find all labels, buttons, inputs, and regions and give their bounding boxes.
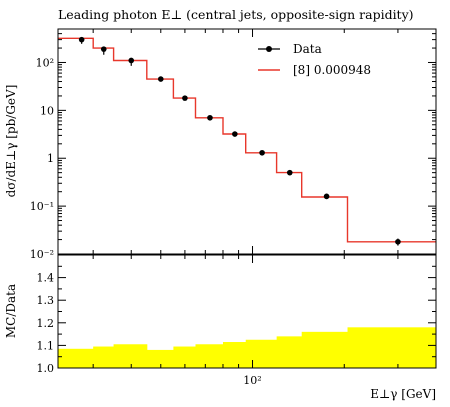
data-marker (182, 95, 188, 101)
main-y-axis-label: dσ/dE⊥γ [pb/GeV] (4, 85, 18, 198)
y-tick-label: 10² (36, 56, 54, 69)
data-point (182, 95, 188, 101)
main-axes: 10⁻² 10⁻¹ 1 10 10² (30, 29, 436, 261)
legend-data-marker (266, 46, 272, 52)
chart-title: Leading photon E⊥ (central jets, opposit… (58, 7, 414, 22)
y-tick-label: 10 (40, 104, 54, 117)
ratio-axes: 1.0 1.1 1.2 1.3 1.4 10² (37, 255, 436, 387)
data-marker (157, 76, 164, 82)
mc-step-path (58, 37, 436, 243)
data-marker (128, 57, 135, 64)
ratio-band-bin (173, 346, 197, 368)
mc-step-line (58, 37, 436, 243)
ratio-band-bin (347, 327, 437, 368)
data-point (157, 76, 164, 82)
ratio-band-bin (276, 336, 303, 368)
data-point (286, 169, 293, 176)
data-point (128, 57, 135, 66)
legend-data-label: Data (293, 42, 322, 56)
data-point (100, 46, 107, 55)
ratio-band-bin (58, 348, 94, 368)
ratio-panel: 1.0 1.1 1.2 1.3 1.4 10² (37, 254, 437, 387)
y-tick-label: 10⁻¹ (30, 200, 54, 213)
ratio-y-tick-label: 1.0 (37, 362, 55, 375)
ratio-band-bin (113, 344, 148, 368)
x-axis-label: E⊥γ [GeV] (370, 387, 436, 401)
data-marker (259, 149, 265, 156)
data-point (78, 36, 85, 44)
ratio-band-bin (93, 346, 115, 368)
data-point (323, 193, 330, 200)
data-point (232, 131, 238, 137)
ratio-y-tick-label: 1.2 (37, 317, 55, 330)
data-marker (232, 131, 238, 137)
y-tick-label: 1 (47, 152, 54, 165)
ratio-frame (57, 254, 437, 369)
legend-mc-label: [8] 0.000948 (293, 63, 371, 77)
data-points (78, 36, 401, 246)
ratio-band-bin (245, 339, 278, 368)
data-marker (286, 169, 293, 176)
ratio-band-bin (222, 342, 247, 368)
y-tick-label: 10⁻² (30, 248, 54, 261)
data-point (259, 149, 265, 156)
main-frame (57, 28, 437, 255)
data-marker (323, 193, 330, 200)
x-tick-label: 10² (243, 374, 261, 387)
ratio-y-tick-label: 1.3 (37, 294, 55, 307)
ratio-band-bin (195, 344, 224, 368)
main-panel: 10⁻² 10⁻¹ 1 10 10² (30, 28, 437, 261)
legend: Data [8] 0.000948 (258, 42, 371, 77)
data-point (207, 114, 213, 121)
data-marker (395, 238, 401, 245)
data-point (395, 238, 401, 246)
ratio-y-tick-label: 1.1 (37, 339, 55, 352)
ratio-band (58, 327, 437, 368)
data-marker (207, 114, 213, 121)
ratio-y-axis-label: MC/Data (4, 284, 18, 338)
data-marker (78, 36, 85, 43)
ratio-y-tick-label: 1.4 (37, 272, 55, 285)
ratio-band-bin (146, 349, 174, 368)
ratio-band-bin (301, 331, 349, 368)
data-marker (100, 46, 107, 52)
